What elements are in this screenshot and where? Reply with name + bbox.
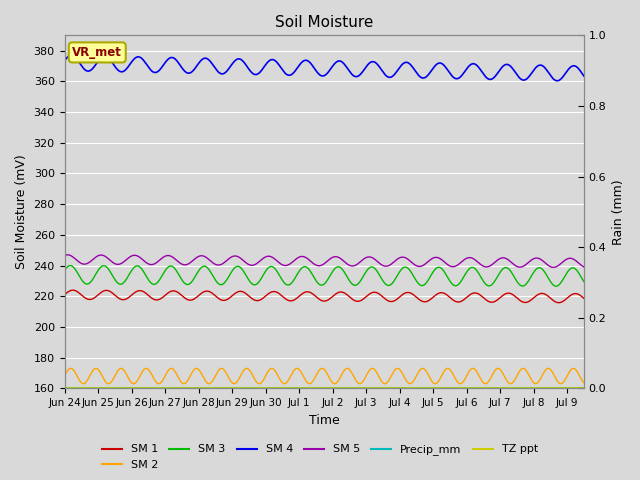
Y-axis label: Rain (mm): Rain (mm) xyxy=(612,179,625,245)
Legend: SM 1, SM 2, SM 3, SM 4, SM 5, Precip_mm, TZ ppt: SM 1, SM 2, SM 3, SM 4, SM 5, Precip_mm,… xyxy=(98,440,542,474)
Title: Soil Moisture: Soil Moisture xyxy=(275,15,373,30)
Text: VR_met: VR_met xyxy=(72,46,122,59)
X-axis label: Time: Time xyxy=(309,414,340,427)
Y-axis label: Soil Moisture (mV): Soil Moisture (mV) xyxy=(15,155,28,269)
